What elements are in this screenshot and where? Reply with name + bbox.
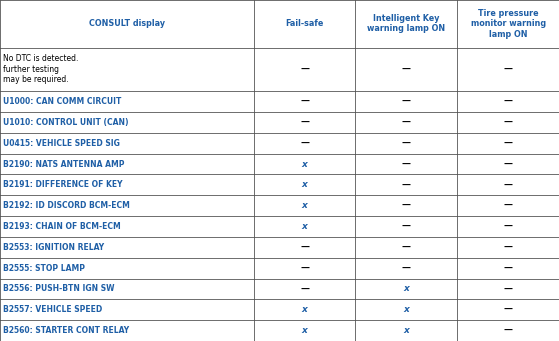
Text: —: — xyxy=(300,243,309,252)
Text: U1000: CAN COMM CIRCUIT: U1000: CAN COMM CIRCUIT xyxy=(3,97,121,106)
Text: —: — xyxy=(300,97,309,106)
Text: B2553: IGNITION RELAY: B2553: IGNITION RELAY xyxy=(3,243,104,252)
Text: B2193: CHAIN OF BCM-ECM: B2193: CHAIN OF BCM-ECM xyxy=(3,222,121,231)
Text: —: — xyxy=(504,264,513,273)
Text: —: — xyxy=(401,65,411,74)
Text: —: — xyxy=(504,243,513,252)
Text: x: x xyxy=(302,222,307,231)
Text: U1010: CONTROL UNIT (CAN): U1010: CONTROL UNIT (CAN) xyxy=(3,118,129,127)
Text: —: — xyxy=(401,180,411,189)
Text: B2560: STARTER CONT RELAY: B2560: STARTER CONT RELAY xyxy=(3,326,129,335)
Text: —: — xyxy=(504,222,513,231)
Text: B2191: DIFFERENCE OF KEY: B2191: DIFFERENCE OF KEY xyxy=(3,180,122,189)
Text: —: — xyxy=(401,243,411,252)
Text: x: x xyxy=(302,180,307,189)
Text: B2555: STOP LAMP: B2555: STOP LAMP xyxy=(3,264,85,273)
Text: x: x xyxy=(403,284,409,294)
Text: —: — xyxy=(401,201,411,210)
Text: —: — xyxy=(504,65,513,74)
Text: CONSULT display: CONSULT display xyxy=(89,19,165,28)
Text: —: — xyxy=(401,97,411,106)
Text: —: — xyxy=(504,97,513,106)
Text: —: — xyxy=(504,118,513,127)
Text: —: — xyxy=(300,139,309,148)
Text: x: x xyxy=(302,305,307,314)
Text: —: — xyxy=(401,264,411,273)
Text: B2556: PUSH-BTN IGN SW: B2556: PUSH-BTN IGN SW xyxy=(3,284,115,294)
Text: x: x xyxy=(403,305,409,314)
Text: —: — xyxy=(504,139,513,148)
Text: Tire pressure
monitor warning
lamp ON: Tire pressure monitor warning lamp ON xyxy=(471,9,546,39)
Text: B2190: NATS ANTENNA AMP: B2190: NATS ANTENNA AMP xyxy=(3,160,125,168)
Text: B2557: VEHICLE SPEED: B2557: VEHICLE SPEED xyxy=(3,305,102,314)
Text: No DTC is detected.
further testing
may be required.: No DTC is detected. further testing may … xyxy=(3,55,78,84)
Text: x: x xyxy=(302,160,307,168)
Text: Intelligent Key
warning lamp ON: Intelligent Key warning lamp ON xyxy=(367,14,445,33)
Text: x: x xyxy=(302,326,307,335)
Text: —: — xyxy=(300,284,309,294)
Text: —: — xyxy=(504,201,513,210)
Text: —: — xyxy=(504,326,513,335)
Text: x: x xyxy=(302,201,307,210)
Text: —: — xyxy=(401,118,411,127)
Text: —: — xyxy=(300,65,309,74)
Text: U0415: VEHICLE SPEED SIG: U0415: VEHICLE SPEED SIG xyxy=(3,139,120,148)
Text: B2192: ID DISCORD BCM-ECM: B2192: ID DISCORD BCM-ECM xyxy=(3,201,130,210)
Text: —: — xyxy=(401,222,411,231)
Text: —: — xyxy=(504,284,513,294)
Text: —: — xyxy=(300,264,309,273)
Text: —: — xyxy=(401,139,411,148)
Text: —: — xyxy=(300,118,309,127)
Text: —: — xyxy=(504,305,513,314)
Text: —: — xyxy=(504,160,513,168)
Text: —: — xyxy=(401,160,411,168)
Text: x: x xyxy=(403,326,409,335)
Text: Fail-safe: Fail-safe xyxy=(286,19,324,28)
Text: —: — xyxy=(504,180,513,189)
